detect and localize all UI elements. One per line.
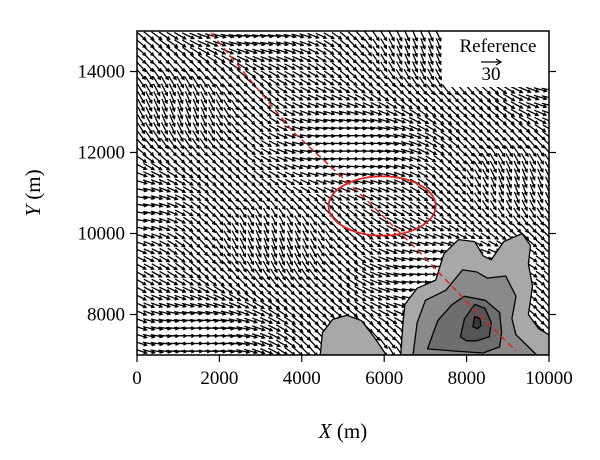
dashed-transect-line <box>210 32 517 352</box>
contour-regions <box>319 232 549 355</box>
highlight-ellipse <box>327 175 437 237</box>
x-axis-title: X (m) <box>318 419 367 443</box>
x-tick-label: 10000 <box>525 368 573 389</box>
y-tick-label: 12000 <box>78 143 126 164</box>
reference-vector-legend: Reference 30 <box>446 33 547 87</box>
y-axis-variable: Y <box>21 203 45 217</box>
x-tick-label: 4000 <box>283 368 321 389</box>
x-axis-ticks: 0 2000 4000 6000 8000 10000 <box>132 355 573 389</box>
y-tick-label: 8000 <box>87 305 125 326</box>
contour-level-5 <box>472 315 482 330</box>
reference-background <box>446 33 547 87</box>
x-tick-label: 6000 <box>365 368 403 389</box>
x-axis-unit: (m) <box>332 419 368 443</box>
reference-label: Reference <box>460 36 537 57</box>
x-tick-label: 8000 <box>448 368 486 389</box>
x-axis-variable: X <box>318 419 333 443</box>
y-axis-unit: (m) <box>21 169 45 205</box>
x-tick-label: 2000 <box>200 368 238 389</box>
plot-frame <box>136 30 550 356</box>
contour-level-1 <box>319 314 387 355</box>
reference-arrow-head <box>495 58 503 66</box>
reference-magnitude: 30 <box>482 64 501 85</box>
y-axis-title: Y (m) <box>21 169 45 216</box>
y-tick-label: 10000 <box>78 224 126 245</box>
y-tick-label: 14000 <box>78 62 126 83</box>
y-axis-ticks: 8000 10000 12000 14000 <box>78 62 556 326</box>
red-overlays <box>210 32 517 352</box>
x-tick-label: 0 <box>132 368 142 389</box>
